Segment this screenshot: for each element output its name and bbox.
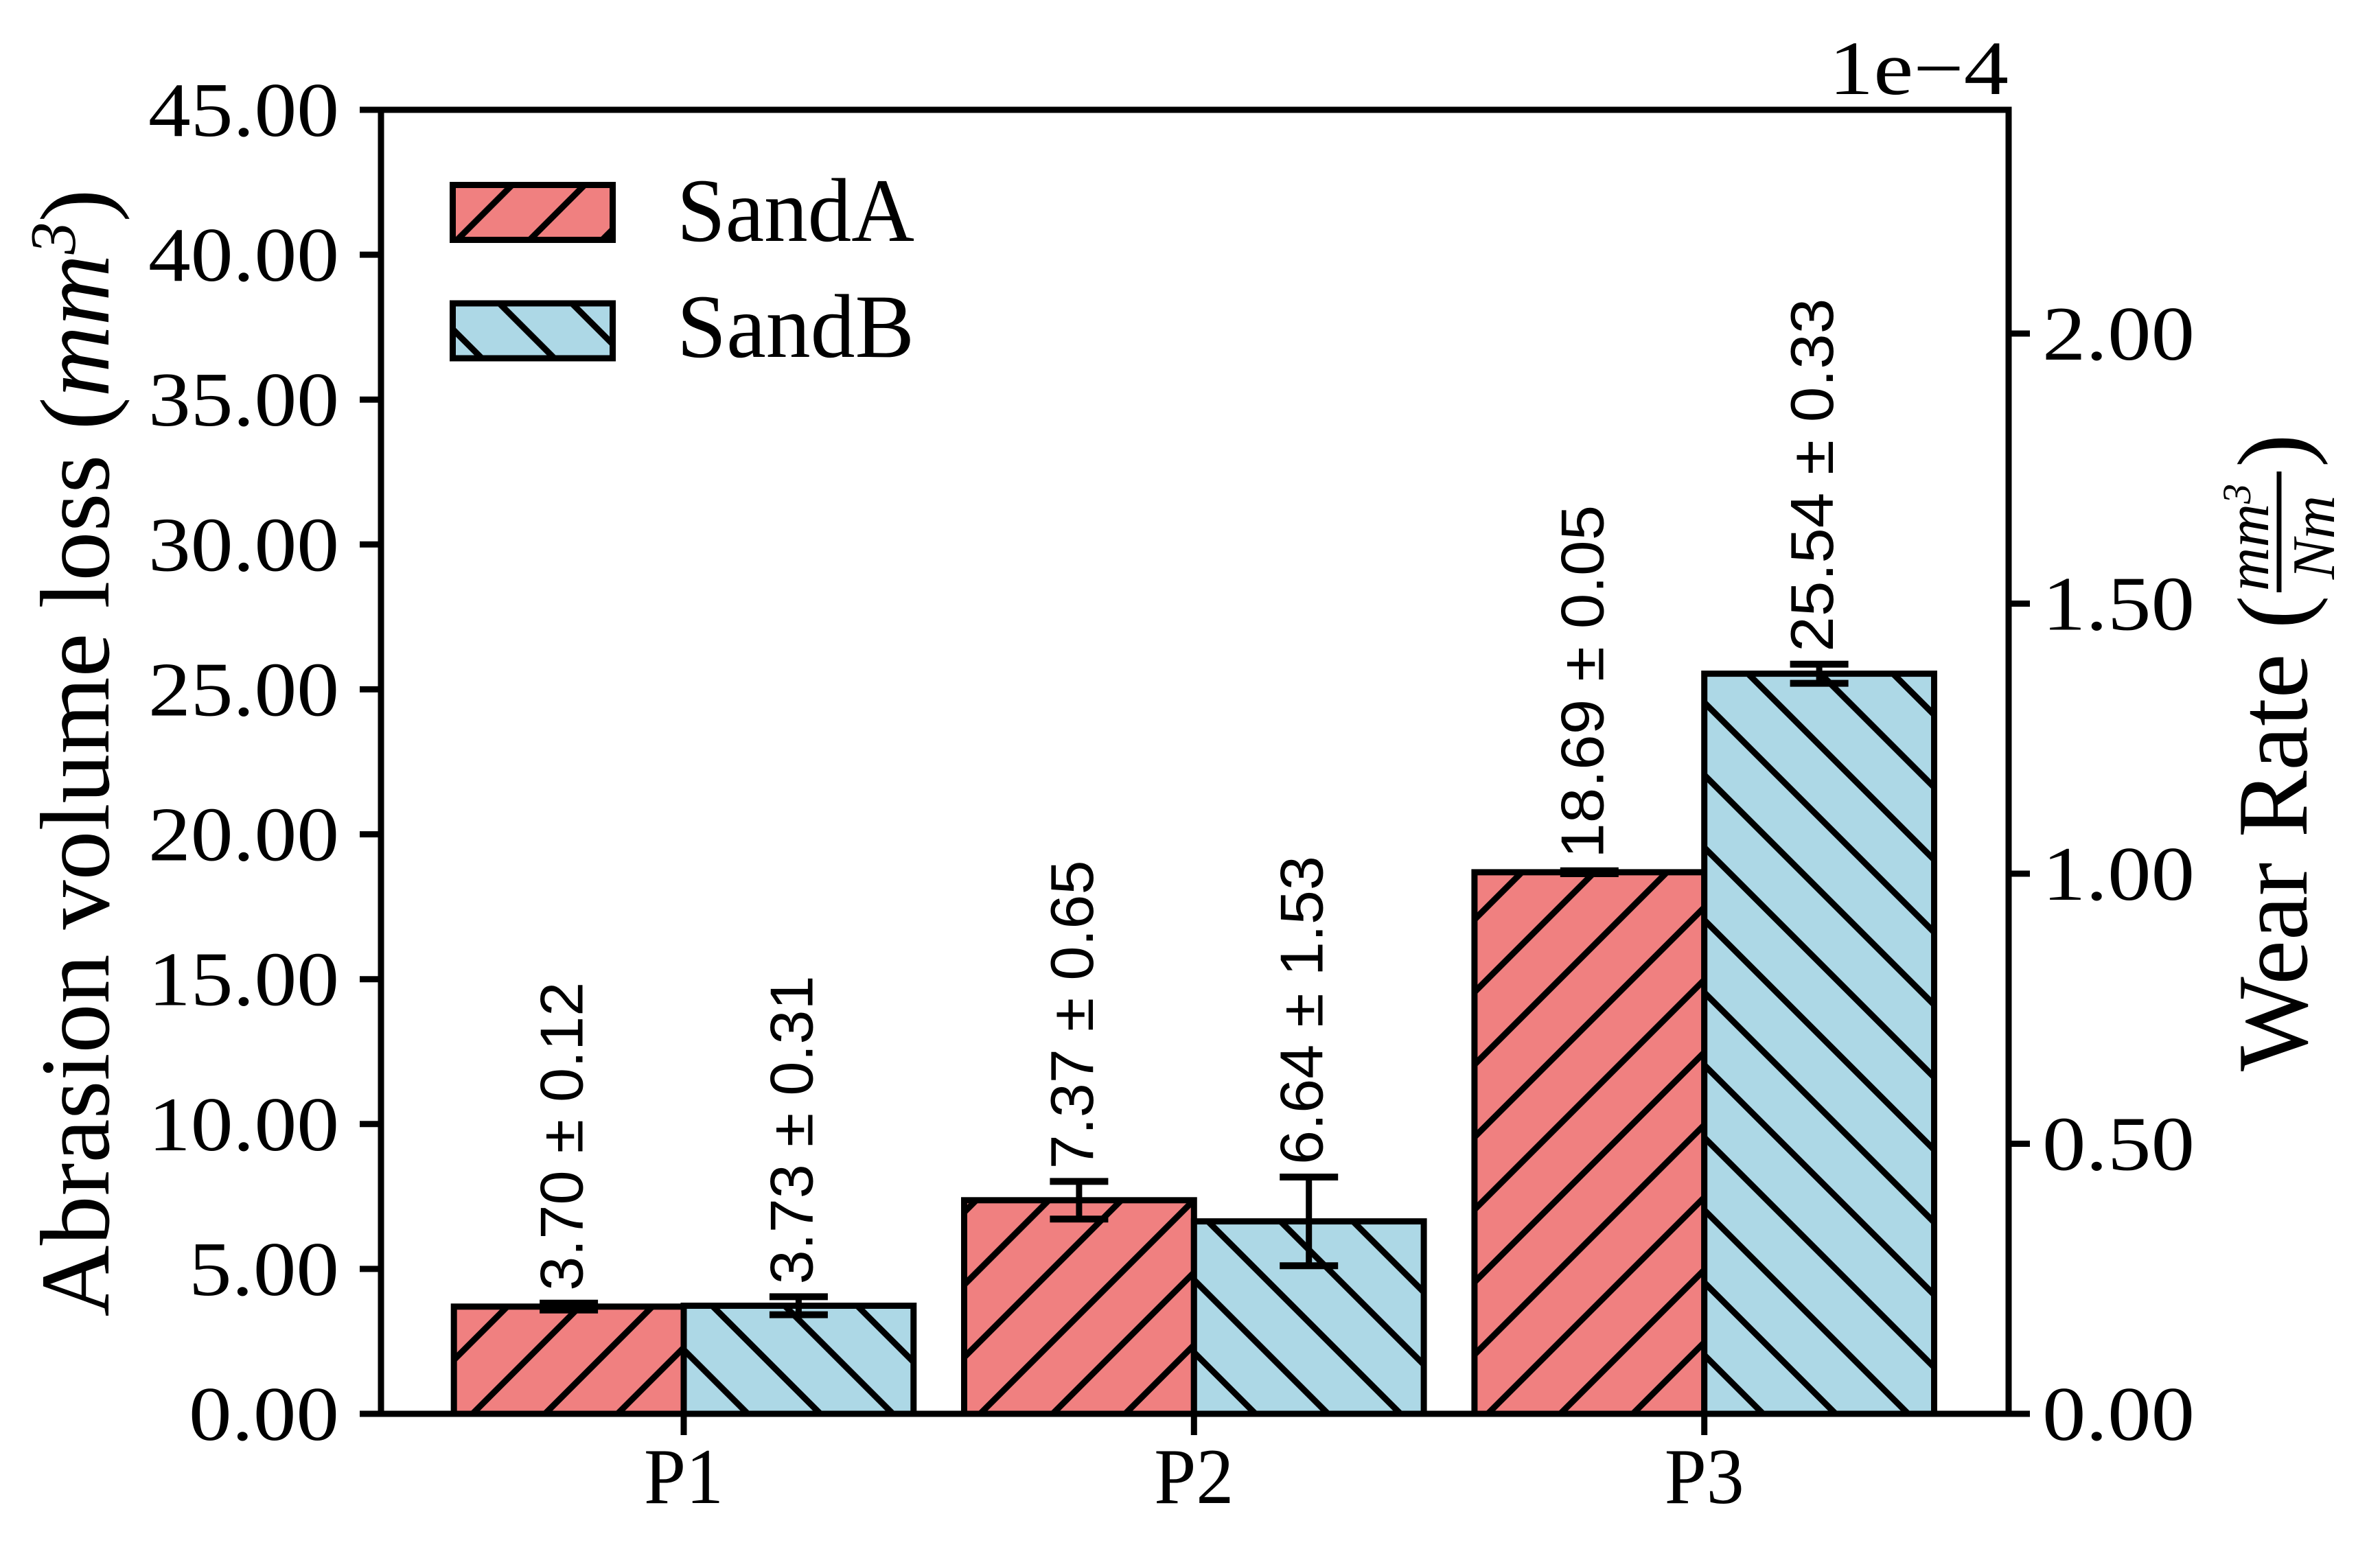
svg-text:Nm: Nm <box>2281 496 2348 580</box>
svg-text:18.69 ± 0.05: 18.69 ± 0.05 <box>1548 505 1616 859</box>
svg-text:P3: P3 <box>1665 1433 1744 1521</box>
svg-text:0.50: 0.50 <box>2042 1102 2195 1187</box>
svg-text:35.00: 35.00 <box>148 358 339 443</box>
svg-text:2.00: 2.00 <box>2042 292 2195 377</box>
svg-text:15.00: 15.00 <box>148 938 339 1023</box>
svg-text:10.00: 10.00 <box>148 1082 339 1167</box>
svg-text:5.00: 5.00 <box>189 1227 339 1312</box>
svg-text:1.00: 1.00 <box>2042 832 2195 917</box>
svg-text:): ) <box>2217 434 2329 467</box>
svg-text:40.00: 40.00 <box>148 213 339 298</box>
svg-text:1.50: 1.50 <box>2042 562 2195 647</box>
svg-text:SandA: SandA <box>677 160 914 261</box>
svg-text:25.00: 25.00 <box>148 647 339 732</box>
svg-text:20.00: 20.00 <box>148 793 339 878</box>
svg-text:P2: P2 <box>1154 1433 1234 1521</box>
svg-text:Abrasion volume loss (mm3): Abrasion volume loss (mm3) <box>18 189 130 1317</box>
svg-text:25.54 ± 0.33: 25.54 ± 0.33 <box>1778 299 1846 652</box>
svg-text:7.37 ± 0.65: 7.37 ± 0.65 <box>1038 860 1106 1169</box>
svg-text:45.00: 45.00 <box>148 68 339 153</box>
svg-text:30.00: 30.00 <box>148 502 339 587</box>
svg-text:SandB: SandB <box>677 276 914 377</box>
svg-text:0.00: 0.00 <box>189 1372 339 1457</box>
svg-text:6.64 ± 1.53: 6.64 ± 1.53 <box>1268 856 1336 1165</box>
svg-text:3.70 ± 0.12: 3.70 ± 0.12 <box>528 982 596 1291</box>
svg-text:3.73 ± 0.31: 3.73 ± 0.31 <box>757 975 825 1284</box>
svg-text:Wear Rate (: Wear Rate ( <box>2217 596 2329 1072</box>
svg-text:1e−4: 1e−4 <box>1829 26 2009 111</box>
svg-text:0.00: 0.00 <box>2042 1372 2195 1457</box>
svg-text:P1: P1 <box>644 1433 724 1521</box>
